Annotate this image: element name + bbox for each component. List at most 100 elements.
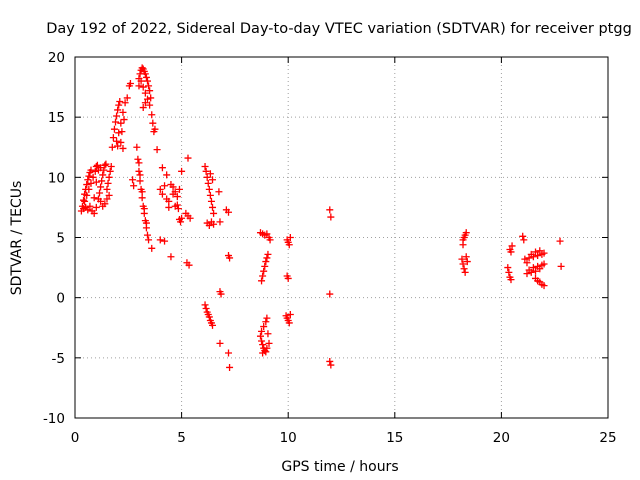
data-point <box>262 318 270 326</box>
data-point <box>184 154 192 162</box>
data-point <box>161 237 169 245</box>
data-point <box>260 323 268 331</box>
data-point <box>206 191 214 199</box>
data-point <box>507 276 515 284</box>
gridlines <box>75 57 608 418</box>
data-point <box>101 161 109 169</box>
data-point <box>92 163 100 171</box>
chart-title: Day 192 of 2022, Sidereal Day-to-day VTE… <box>46 21 632 37</box>
data-point <box>165 203 173 211</box>
data-point <box>463 258 471 266</box>
data-point <box>259 341 267 349</box>
data-point <box>209 176 217 184</box>
data-point <box>175 185 183 193</box>
data-point <box>216 339 224 347</box>
data-point <box>126 79 134 87</box>
data-point <box>143 231 151 239</box>
x-tick-label: 0 <box>71 430 80 446</box>
data-point <box>135 82 143 90</box>
data-point <box>459 241 467 249</box>
data-point <box>173 201 181 209</box>
data-point <box>263 254 271 262</box>
data-point <box>326 290 334 298</box>
data-point <box>114 142 122 150</box>
data-point <box>326 206 334 214</box>
x-tick-label: 10 <box>280 430 297 446</box>
data-point <box>142 219 150 227</box>
y-tick-label: 5 <box>56 231 65 247</box>
data-point <box>540 282 548 290</box>
y-tick-label: 20 <box>48 50 65 66</box>
data-point <box>84 176 92 184</box>
data-point <box>177 218 185 226</box>
data-point <box>139 83 147 91</box>
data-point <box>203 219 211 227</box>
data-point <box>557 262 565 270</box>
data-point <box>96 189 104 197</box>
data-point <box>202 304 210 312</box>
data-point <box>226 363 234 371</box>
data-point <box>123 94 131 102</box>
data-point <box>84 206 92 214</box>
data-point <box>521 255 529 263</box>
data-point <box>264 250 272 258</box>
data-point <box>138 194 146 202</box>
data-point <box>138 64 146 72</box>
data-point <box>137 77 145 85</box>
x-tick-label: 5 <box>177 430 186 446</box>
data-point <box>109 134 117 142</box>
data-point <box>262 348 270 356</box>
data-point <box>505 268 513 276</box>
data-point <box>225 208 233 216</box>
data-point <box>112 118 120 126</box>
data-point <box>146 87 154 95</box>
data-point <box>115 129 123 137</box>
data-point <box>148 111 156 119</box>
data-point <box>204 179 212 187</box>
data-point <box>202 167 210 175</box>
data-point <box>504 264 512 272</box>
data-point <box>135 159 143 167</box>
data-point <box>507 248 515 256</box>
data-point <box>133 143 141 151</box>
data-point <box>145 82 153 90</box>
y-tick-label: -5 <box>52 351 65 367</box>
y-tick-label: 10 <box>48 170 65 186</box>
data-point <box>462 253 470 261</box>
data-point <box>140 205 148 213</box>
data-point <box>121 99 129 107</box>
axis-ticks <box>74 56 609 419</box>
data-point <box>153 146 161 154</box>
data-point <box>130 182 138 190</box>
y-tick-label: -10 <box>43 411 65 427</box>
data-point <box>285 241 293 249</box>
data-point <box>161 182 169 190</box>
data-point <box>210 209 218 217</box>
data-point <box>85 185 93 193</box>
data-point <box>529 264 537 272</box>
data-point <box>173 193 181 201</box>
data-point <box>520 236 528 244</box>
data-point <box>105 191 113 199</box>
data-point <box>165 197 173 205</box>
data-point <box>97 183 105 191</box>
x-tick-label: 25 <box>599 430 616 446</box>
data-point <box>174 205 182 213</box>
data-point <box>86 202 94 210</box>
data-point <box>89 173 97 181</box>
data-point <box>523 270 531 278</box>
data-point <box>135 167 143 175</box>
data-point <box>285 319 293 327</box>
data-point <box>116 98 124 106</box>
data-point <box>210 220 218 228</box>
data-point <box>529 253 537 261</box>
data-point <box>206 170 214 178</box>
data-point <box>258 277 266 285</box>
data-point <box>215 188 223 196</box>
data-point <box>117 138 125 146</box>
data-point <box>519 232 527 240</box>
data-point <box>207 197 215 205</box>
data-point <box>327 361 335 369</box>
data-point <box>149 119 157 127</box>
data-point <box>167 253 175 261</box>
